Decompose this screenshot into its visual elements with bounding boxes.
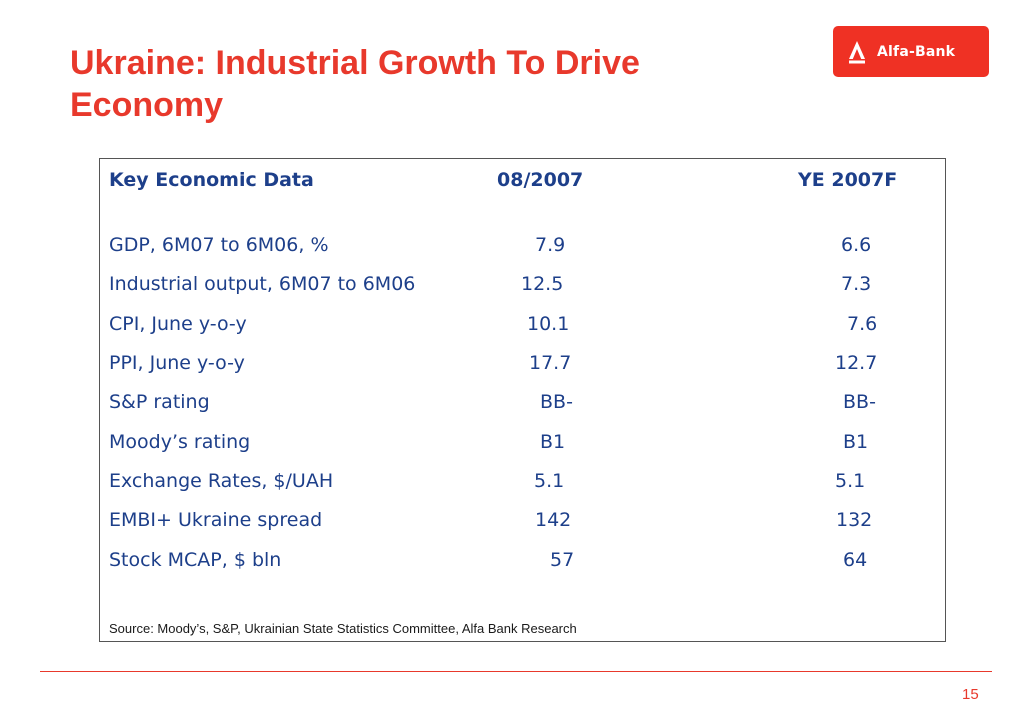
row-value-08-2007: BB- bbox=[540, 391, 573, 413]
page-number: 15 bbox=[962, 686, 979, 703]
source-note: Source: Moody’s, S&P, Ukrainian State St… bbox=[109, 621, 577, 636]
alfa-a-icon bbox=[849, 40, 865, 63]
column-header-ye-2007f: YE 2007F bbox=[798, 169, 898, 191]
row-value-08-2007: 17.7 bbox=[529, 352, 572, 374]
row-label: GDP, 6M07 to 6M06, % bbox=[109, 234, 329, 256]
table-row: GDP, 6M07 to 6M06, % 7.9 6.6 bbox=[100, 234, 945, 264]
row-value-ye-2007f: 7.3 bbox=[841, 273, 872, 295]
row-label: Moody’s rating bbox=[109, 431, 251, 453]
table-row: Moody’s rating B1 B1 bbox=[100, 431, 945, 461]
row-value-ye-2007f: 5.1 bbox=[835, 470, 866, 492]
row-value-08-2007: B1 bbox=[540, 431, 566, 453]
table-row: CPI, June y-o-y 10.1 7.6 bbox=[100, 313, 945, 343]
row-label: S&P rating bbox=[109, 391, 210, 413]
row-value-ye-2007f: 7.6 bbox=[847, 313, 878, 335]
economic-data-table: Key Economic Data 08/2007 YE 2007F GDP, … bbox=[99, 158, 946, 642]
row-value-08-2007: 12.5 bbox=[521, 273, 564, 295]
row-value-ye-2007f: BB- bbox=[843, 391, 876, 413]
slide-title: Ukraine: Industrial Growth To Drive Econ… bbox=[70, 42, 770, 126]
column-header-08-2007: 08/2007 bbox=[497, 169, 584, 191]
row-value-08-2007: 57 bbox=[550, 549, 575, 571]
row-label: CPI, June y-o-y bbox=[109, 313, 247, 335]
slide-title-line-2: Economy bbox=[70, 86, 224, 124]
row-label: EMBI+ Ukraine spread bbox=[109, 509, 323, 531]
row-value-ye-2007f: B1 bbox=[843, 431, 869, 453]
column-header-indicator: Key Economic Data bbox=[109, 169, 314, 191]
logo-text: Alfa-Bank bbox=[877, 43, 956, 60]
table-row: Stock MCAP, $ bln 57 64 bbox=[100, 549, 945, 579]
table-row: PPI, June y-o-y 17.7 12.7 bbox=[100, 352, 945, 382]
table-header-row: Key Economic Data 08/2007 YE 2007F bbox=[100, 169, 945, 199]
table-row: S&P rating BB- BB- bbox=[100, 391, 945, 421]
row-value-ye-2007f: 132 bbox=[836, 509, 873, 531]
slide-title-line-1: Ukraine: Industrial Growth To Drive bbox=[70, 44, 640, 82]
row-value-ye-2007f: 64 bbox=[843, 549, 868, 571]
row-value-08-2007: 5.1 bbox=[534, 470, 565, 492]
row-label: Stock MCAP, $ bln bbox=[109, 549, 282, 571]
table-row: Industrial output, 6M07 to 6M06 12.5 7.3 bbox=[100, 273, 945, 303]
row-label: Exchange Rates, $/UAH bbox=[109, 470, 334, 492]
row-label: Industrial output, 6M07 to 6M06 bbox=[109, 273, 416, 295]
alfa-bank-logo: Alfa-Bank bbox=[833, 26, 989, 77]
row-value-08-2007: 7.9 bbox=[535, 234, 566, 256]
row-label: PPI, June y-o-y bbox=[109, 352, 245, 374]
row-value-08-2007: 142 bbox=[535, 509, 572, 531]
row-value-08-2007: 10.1 bbox=[527, 313, 570, 335]
row-value-ye-2007f: 12.7 bbox=[835, 352, 878, 374]
footer-divider bbox=[40, 671, 992, 672]
table-row: EMBI+ Ukraine spread 142 132 bbox=[100, 509, 945, 539]
table-row: Exchange Rates, $/UAH 5.1 5.1 bbox=[100, 470, 945, 500]
row-value-ye-2007f: 6.6 bbox=[841, 234, 872, 256]
